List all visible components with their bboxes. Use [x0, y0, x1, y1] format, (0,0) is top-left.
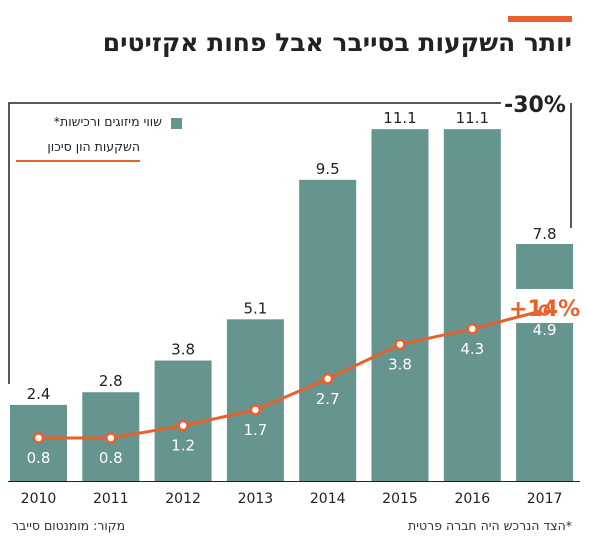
line-label-2010: 0.8 — [27, 449, 51, 467]
x-tick-2015: 2015 — [382, 491, 418, 507]
x-tick-2017: 2017 — [527, 491, 563, 507]
x-tick-2010: 2010 — [21, 491, 57, 507]
line-point-2014 — [321, 373, 334, 385]
bar-label-2015: 11.1 — [383, 109, 416, 127]
line-point-2012 — [177, 419, 189, 432]
title-accent-bar — [508, 16, 572, 22]
bar-2017 — [516, 244, 574, 481]
line-label-2011: 0.8 — [99, 449, 123, 467]
line-label-2016: 4.3 — [460, 340, 484, 358]
annotation-minus-30: -30% — [504, 93, 566, 118]
line-point-2016 — [466, 323, 479, 335]
line-point-2011 — [105, 432, 117, 444]
line-label-2013: 1.7 — [243, 421, 267, 439]
bar-label-2014: 9.5 — [316, 160, 340, 178]
source-note: מקור: מומנטום סייבר — [12, 518, 126, 533]
bar-2015 — [371, 129, 429, 481]
line-point-2015 — [394, 338, 406, 351]
chart-title: יותר השקעות בסייבר אבל פחות אקזיטים — [102, 28, 572, 57]
x-tick-2014: 2014 — [310, 491, 346, 507]
bar-label-2011: 2.8 — [99, 372, 123, 390]
x-tick-2013: 2013 — [238, 491, 274, 507]
line-label-2012: 1.2 — [171, 437, 195, 455]
bar-2014 — [299, 179, 357, 481]
x-tick-2012: 2012 — [165, 491, 201, 507]
annotation-plus-14: +14% — [509, 297, 580, 322]
legend-line-swatch — [16, 160, 140, 162]
legend-bars-label[interactable]: שווי מיזוגים ורכישות* — [53, 114, 162, 129]
line-label-2015: 3.8 — [388, 355, 412, 373]
bar-label-2017: 7.8 — [533, 225, 557, 243]
line-series — [38, 308, 545, 440]
bar-label-2016: 11.1 — [456, 109, 489, 127]
line-point-2010 — [32, 432, 45, 444]
line-label-2017: 4.9 — [533, 321, 557, 339]
bar-label-2012: 3.8 — [171, 341, 195, 359]
bar-2016 — [443, 129, 501, 481]
legend-bar-swatch — [171, 118, 182, 129]
x-tick-2011: 2011 — [93, 491, 129, 507]
line-point-2017 — [538, 304, 551, 316]
legend-line-label[interactable]: השקעות הון סיכון — [47, 139, 140, 154]
line-point-2013 — [249, 404, 262, 416]
bracket-left — [8, 102, 501, 384]
bar-label-2013: 5.1 — [243, 299, 267, 317]
x-tick-2016: 2016 — [454, 491, 490, 507]
footnote: *הצד הנרכש היה חברה פרטית — [408, 518, 572, 533]
line-label-2014: 2.7 — [316, 390, 340, 408]
bar-label-2010: 2.4 — [27, 385, 51, 403]
